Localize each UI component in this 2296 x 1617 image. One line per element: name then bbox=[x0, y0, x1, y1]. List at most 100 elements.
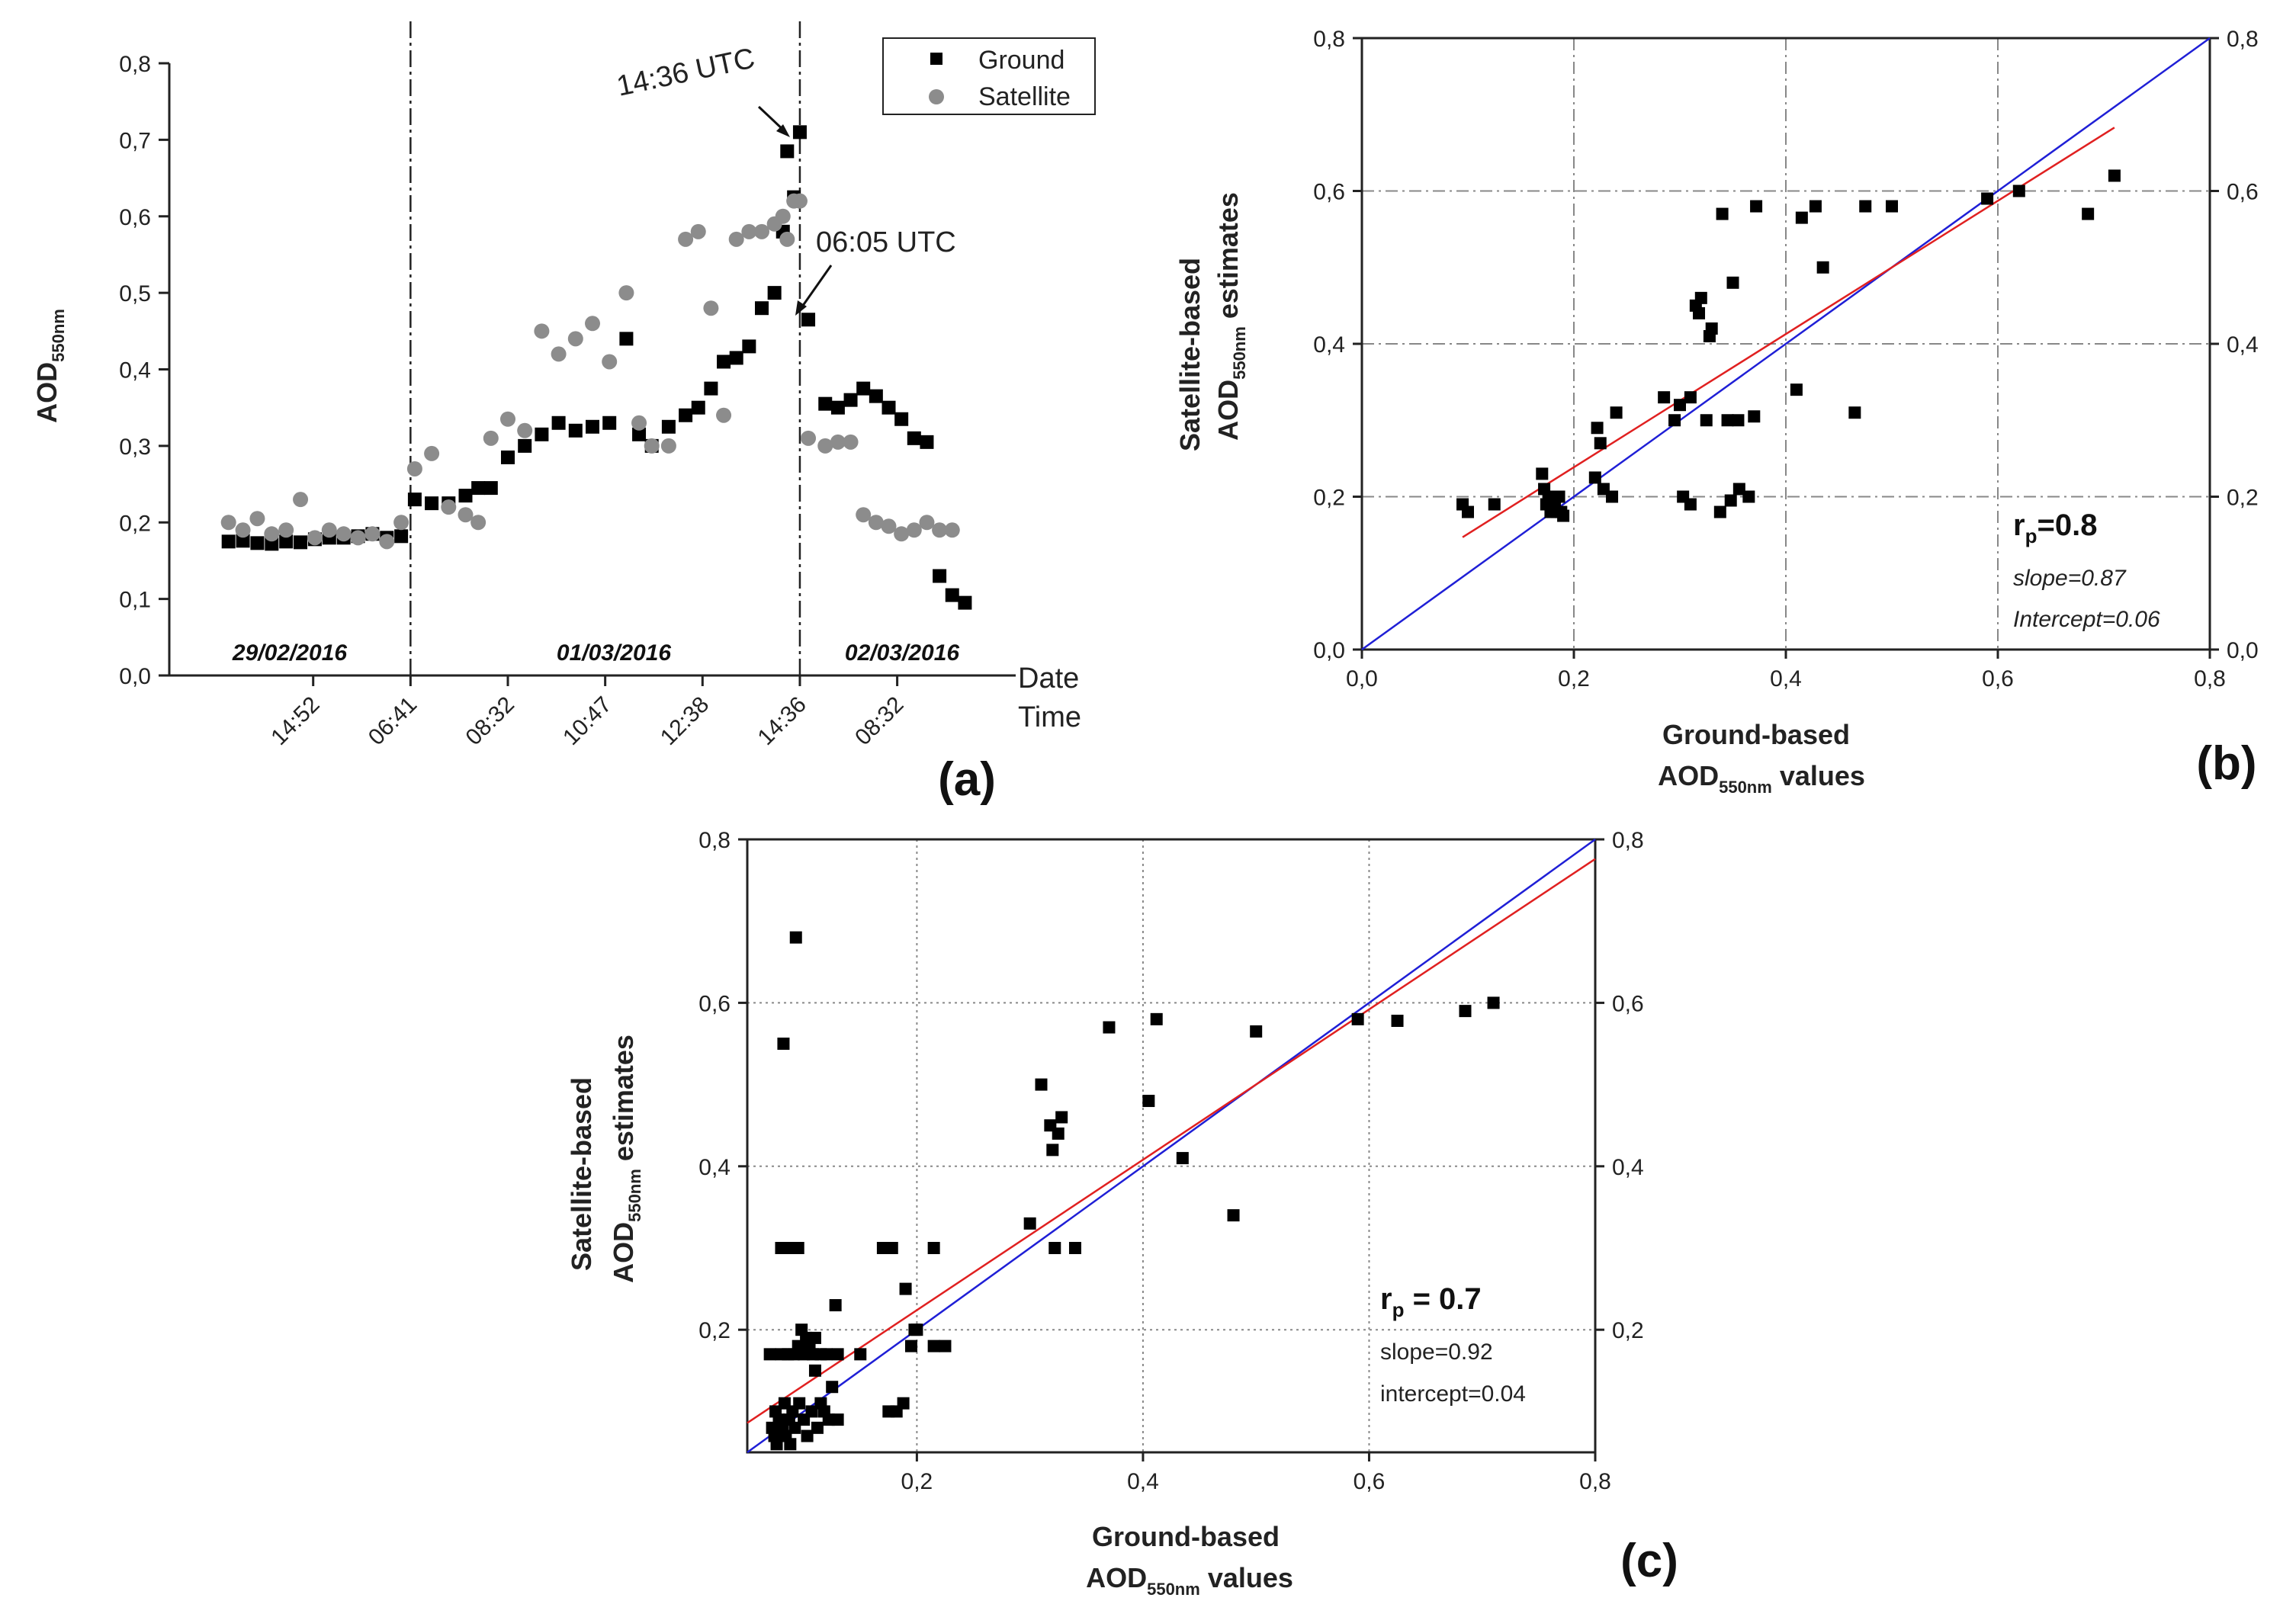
panel-a-satellite-point bbox=[843, 434, 859, 450]
panel-c-right-y-tick-label: 0,4 bbox=[1612, 1155, 1644, 1180]
panel-a-ground-point bbox=[945, 588, 959, 602]
panel-a-ground-point bbox=[818, 396, 833, 411]
panel-c-data-point bbox=[784, 1438, 797, 1451]
panel-a-ground-point bbox=[958, 595, 972, 610]
panel-c-plot-frame bbox=[746, 838, 1597, 1454]
panel-c-data-point bbox=[792, 1242, 804, 1254]
panel-a-satellite-point bbox=[483, 430, 499, 446]
panel-a-satellite-point bbox=[944, 522, 960, 538]
panel-b-x-tick-label: 0,2 bbox=[1558, 666, 1590, 691]
panel-c-data-point bbox=[763, 1348, 776, 1361]
panel-a-satellite-point bbox=[264, 526, 280, 542]
panel-c-slope: slope=0.92 bbox=[1380, 1339, 1493, 1365]
panel-a-ground-point bbox=[661, 419, 676, 434]
panel-a-legend-box bbox=[882, 37, 1096, 115]
panel-a-satellite-point bbox=[856, 507, 872, 523]
panel-c-lines bbox=[747, 838, 1596, 1454]
panel-a-ground-point bbox=[568, 423, 583, 438]
panel-b-data-point bbox=[1588, 471, 1601, 484]
panel-c-scatter: 0,2 0,2 0,2 0,4 0,4 0,4 0,6 0,6 0,6 0,8 0,8 0,8 Sat… bbox=[566, 828, 1678, 1599]
panel-b-y-axis-title-line2: AOD550nm estimates bbox=[1212, 192, 1249, 441]
panel-b-right-y-tick-label: 0,4 bbox=[2227, 332, 2259, 358]
panel-b-y-tick-label: 0,4 bbox=[1313, 332, 1345, 358]
panel-b-data-point bbox=[1700, 414, 1713, 427]
panel-a-ground-point bbox=[704, 381, 718, 396]
panel-c-data-point bbox=[777, 1038, 790, 1050]
panel-a-ground-point bbox=[679, 408, 693, 422]
panel-a-satellite-point bbox=[393, 515, 409, 531]
panel-a-satellite-point bbox=[631, 415, 647, 431]
panel-b-data-point bbox=[1694, 291, 1707, 304]
panel-c-fit-line bbox=[747, 858, 1596, 1424]
panel-b-data-point bbox=[1591, 422, 1604, 435]
panel-b-data-point bbox=[1742, 490, 1755, 503]
panel-c-data-point bbox=[897, 1397, 910, 1410]
panel-c-data-point bbox=[789, 931, 802, 944]
panel-a-ground-point bbox=[881, 400, 896, 415]
panel-a-ground-point bbox=[483, 481, 498, 496]
panel-a-satellite-point bbox=[779, 231, 795, 247]
panel-c-data-point bbox=[1487, 996, 1500, 1009]
panel-a-ground-point bbox=[729, 351, 743, 365]
panel-b-data-point bbox=[1594, 437, 1607, 450]
panel-c-data-point bbox=[811, 1421, 824, 1434]
panel-b-data-point bbox=[1790, 383, 1803, 396]
panel-a-ground-point bbox=[501, 450, 515, 464]
panel-c-x-tick-label: 0,4 bbox=[1127, 1469, 1159, 1494]
panel-a-satellite-point bbox=[249, 511, 265, 527]
panel-a-satellite-point bbox=[881, 518, 897, 534]
panel-b-data-point bbox=[2108, 169, 2121, 182]
panel-a-satellite-point bbox=[534, 323, 550, 339]
panel-a-y-tick-label: 0,7 bbox=[119, 128, 151, 153]
panel-a-ground-point bbox=[425, 496, 439, 511]
panel-b-data-point bbox=[1748, 410, 1761, 423]
panel-c-data-point bbox=[885, 1242, 898, 1254]
panel-b-y-tick-label: 0,2 bbox=[1313, 486, 1345, 511]
panel-a-satellite-point bbox=[602, 354, 618, 370]
panel-c-data-point bbox=[1052, 1127, 1065, 1140]
panel-c-data-point bbox=[793, 1397, 806, 1410]
panel-b-x-tick-label: 0,0 bbox=[1346, 666, 1378, 691]
panel-a-points bbox=[220, 125, 972, 610]
panel-b-data-point bbox=[1705, 322, 1718, 335]
panel-b-data-point bbox=[1716, 207, 1729, 220]
panel-a-annotation-0605-arrowhead bbox=[795, 300, 807, 316]
panel-b-right-y-tick-label: 0,6 bbox=[2227, 180, 2259, 205]
panel-b-ticks: 0,00,0 0,00,20,2 0,20,40,4 0,40,60,6 0,60,80… bbox=[1313, 27, 2258, 691]
panel-c-data-point bbox=[1023, 1217, 1036, 1230]
panel-b-data-point bbox=[1724, 494, 1737, 507]
panel-b-data-point bbox=[2012, 184, 2025, 197]
panel-a-satellite-point bbox=[830, 434, 846, 450]
panel-c-data-point bbox=[801, 1429, 814, 1442]
panel-a-ground-point bbox=[830, 400, 845, 415]
panel-a-annotation-0605-arrow bbox=[799, 265, 833, 310]
panel-b-data-point bbox=[1557, 509, 1570, 522]
panel-a-satellite-point bbox=[321, 522, 337, 538]
panel-a-satellite-point bbox=[817, 438, 833, 454]
panel-b-right-y-tick-label: 0,8 bbox=[2227, 27, 2259, 52]
panel-b-data-point bbox=[2082, 207, 2095, 220]
panel-a-satellite-point bbox=[703, 300, 719, 316]
panel-c-x-tick-label: 0,6 bbox=[1354, 1469, 1386, 1494]
panel-a-satellite-point bbox=[551, 346, 567, 362]
panel-b-data-point bbox=[1848, 406, 1861, 419]
panel-a-ground-point bbox=[755, 301, 769, 316]
panel-a-satellite-point bbox=[728, 231, 744, 247]
panel-b-x-tick-label: 0,8 bbox=[2194, 666, 2226, 691]
panel-a-satellite-point bbox=[470, 515, 486, 531]
panel-b-data-point bbox=[1553, 490, 1565, 503]
panel-c-right-y-tick-label: 0,6 bbox=[1612, 991, 1644, 1016]
panel-c-data-point bbox=[820, 1348, 833, 1361]
panel-b-data-point bbox=[1610, 406, 1623, 419]
panel-c-points bbox=[763, 931, 1500, 1451]
panel-c-intercept: intercept=0.04 bbox=[1380, 1381, 1526, 1407]
panel-a-x-time-label: Time bbox=[1018, 701, 1081, 733]
panel-a-ground-point bbox=[792, 125, 807, 140]
panel-a-satellite-point bbox=[350, 530, 366, 546]
panel-a-y-ticks: 0,0 0,1 0,2 0,3 0,4 0,5 0,6 0,7 0,8 bbox=[119, 52, 169, 689]
panel-c-ticks: 0,2 0,2 0,2 0,4 0,4 0,4 0,6 0,6 0,6 0,8 0,8 0,8 bbox=[698, 828, 1643, 1494]
panel-a-satellite-point bbox=[775, 208, 791, 224]
panel-b-scatter: 0,00,0 0,00,20,2 0,20,40,4 0,40,60,6 0,60,80… bbox=[1174, 27, 2259, 797]
panel-b-data-point bbox=[1795, 211, 1808, 224]
panel-c-label: (c) bbox=[1620, 1535, 1678, 1587]
